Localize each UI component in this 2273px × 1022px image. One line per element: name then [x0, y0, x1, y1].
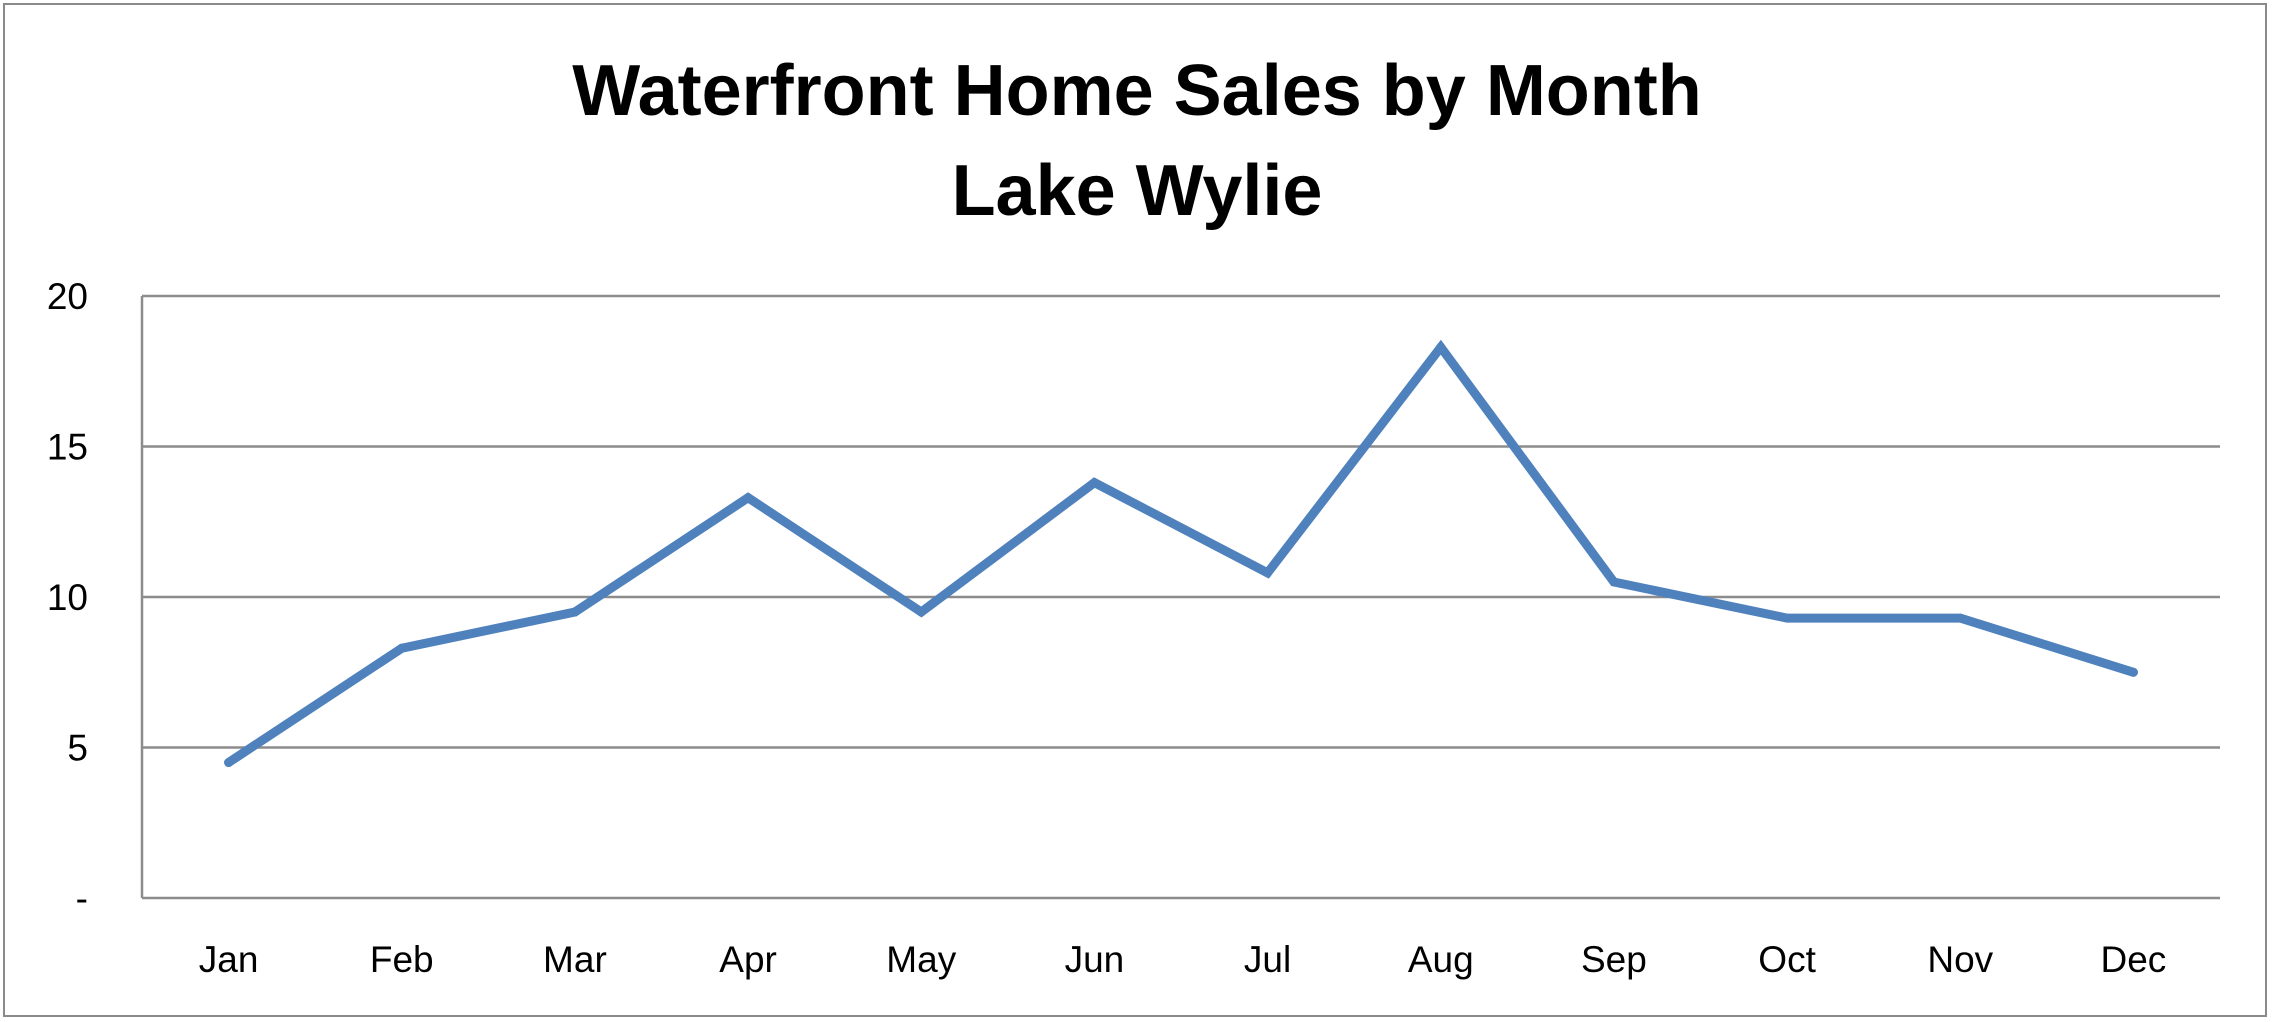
data-point: [1955, 613, 1965, 623]
data-point: [743, 493, 753, 503]
y-tick-label: 10: [47, 577, 88, 618]
x-tick-label: Aug: [1408, 939, 1474, 980]
axes: [140, 296, 2220, 900]
series-line: [224, 339, 2138, 767]
chart-title: Waterfront Home Sales by Month: [572, 51, 1701, 131]
x-tick-label: Mar: [543, 939, 607, 980]
data-point: [2128, 667, 2138, 677]
x-tick-label: Oct: [1758, 939, 1816, 980]
x-tick-label: Apr: [719, 939, 777, 980]
x-tick-label: Jan: [199, 939, 259, 980]
data-point: [1609, 577, 1619, 587]
x-tick-label: Jul: [1244, 939, 1291, 980]
data-point: [1089, 478, 1099, 488]
gridlines: [142, 294, 2220, 749]
y-axis-ticks: - 5 10 15 20: [47, 276, 88, 919]
x-tick-label: Feb: [370, 939, 434, 980]
series-layer: [224, 339, 2138, 768]
data-point: [570, 607, 580, 617]
data-point: [1436, 342, 1446, 352]
x-tick-label: Sep: [1581, 939, 1647, 980]
y-tick-label: 20: [47, 276, 88, 317]
x-tick-label: Jun: [1065, 939, 1125, 980]
data-point: [1263, 568, 1273, 578]
y-tick-label: -: [76, 878, 88, 919]
data-point: [1782, 613, 1792, 623]
x-axis-ticks: Jan Feb Mar Apr May Jun Jul Aug Sep Oct Nov Dec: [199, 939, 2167, 980]
x-tick-label: Nov: [1927, 939, 1993, 980]
data-point: [397, 643, 407, 653]
chart-subtitle: Lake Wylie: [952, 151, 1323, 231]
y-tick-label: 15: [47, 427, 88, 468]
x-tick-label: May: [886, 939, 956, 980]
data-point: [916, 607, 926, 617]
x-tick-label: Dec: [2101, 939, 2167, 980]
y-tick-label: 5: [67, 728, 88, 769]
chart-frame: [3, 3, 2267, 1017]
data-point: [224, 758, 234, 768]
